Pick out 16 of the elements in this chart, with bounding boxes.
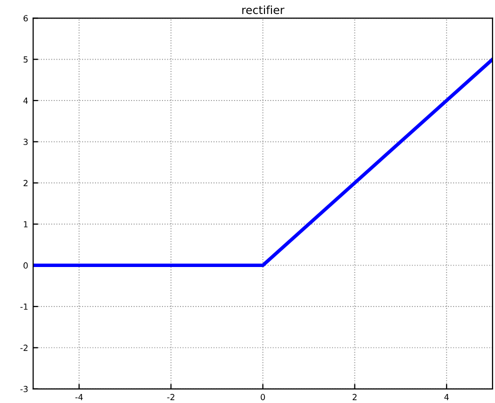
y-tick-label: 3: [24, 138, 28, 146]
y-tick-label: -3: [20, 386, 28, 392]
y-tick-label: 4: [23, 98, 28, 104]
chart-title: rectifier: [242, 6, 284, 14]
x-tick-label: -2: [167, 394, 174, 400]
x-tick-label: 4: [444, 394, 449, 400]
y-tick-label: -1: [20, 304, 28, 310]
x-tick-label: -4: [75, 394, 83, 400]
y-tick-label: 1: [24, 221, 28, 228]
x-tick-label: 0: [260, 394, 265, 400]
y-tick-label: 6: [24, 15, 28, 22]
y-tick-label: 2: [24, 180, 28, 186]
y-tick-label: -2: [20, 344, 28, 351]
y-tick-label: 0: [24, 262, 28, 269]
y-tick-label: 5: [24, 56, 28, 63]
x-tick-label: 2: [352, 394, 357, 400]
